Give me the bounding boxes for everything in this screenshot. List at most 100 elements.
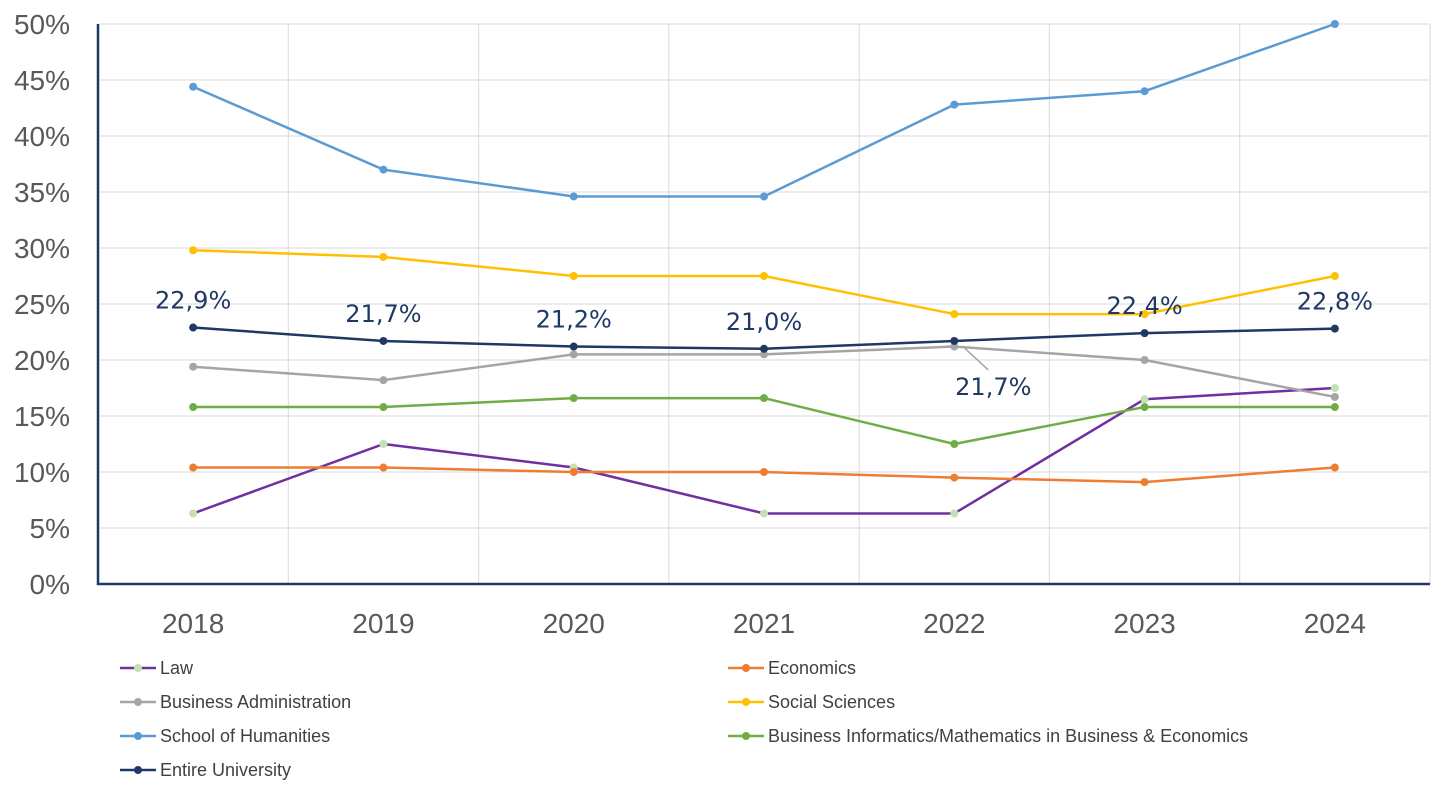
data-point-law — [760, 509, 768, 518]
data-point-economics — [760, 468, 768, 476]
data-point-social-sciences — [760, 272, 768, 280]
data-point-school-of-humanities — [379, 165, 388, 174]
legend-marker — [134, 698, 142, 706]
data-point-law — [1140, 395, 1149, 404]
legend-label: Entire University — [160, 760, 291, 780]
data-point-business-administration — [950, 342, 959, 351]
data-point-business-administration — [569, 350, 578, 359]
data-point-entire-university — [569, 342, 578, 351]
y-tick-label: 50% — [14, 9, 70, 40]
x-tick-label: 2020 — [543, 608, 605, 639]
legend-marker — [134, 664, 142, 672]
data-point-economics — [950, 473, 959, 482]
y-tick-label: 30% — [14, 233, 70, 264]
legend-item-entire-university: Entire University — [120, 760, 291, 780]
data-label: 21,2% — [536, 306, 612, 334]
data-point-social-sciences — [379, 252, 388, 261]
data-label: 22,4% — [1106, 292, 1182, 320]
legend-item-business-administration: Business Administration — [120, 692, 351, 712]
legend-item-school-of-humanities: School of Humanities — [120, 726, 330, 746]
data-label: 22,8% — [1297, 288, 1373, 316]
y-tick-label: 10% — [14, 457, 70, 488]
data-point-entire-university — [1330, 324, 1339, 333]
data-label: 22,9% — [155, 287, 231, 315]
data-point-law — [950, 509, 959, 518]
data-point-school-of-humanities — [189, 82, 198, 91]
data-label: 21,0% — [726, 308, 802, 336]
data-point-business-informatics-mathematics-in-business-economics — [189, 403, 198, 412]
series-group — [189, 20, 1339, 518]
data-point-economics — [569, 468, 578, 476]
data-point-business-informatics-mathematics-in-business-economics — [569, 394, 578, 403]
data-point-business-informatics-mathematics-in-business-economics — [760, 394, 768, 403]
data-point-business-informatics-mathematics-in-business-economics — [1330, 403, 1339, 412]
data-point-school-of-humanities — [760, 192, 768, 201]
x-axis-ticks: 2018 2019 2020 2021 2022 2023 2024 — [162, 608, 1366, 639]
data-point-entire-university — [379, 336, 388, 345]
data-point-school-of-humanities — [950, 100, 959, 109]
data-point-business-informatics-mathematics-in-business-economics — [1140, 403, 1149, 412]
data-labels: 22,9% 21,7% 21,2% 21,0% 21,7% 22,4% 22,8% — [155, 287, 1373, 401]
data-point-social-sciences — [1330, 272, 1339, 280]
y-tick-label: 0% — [30, 569, 70, 600]
data-point-business-administration — [189, 362, 198, 371]
legend-marker — [134, 732, 142, 740]
legend-item-social-sciences: Social Sciences — [728, 692, 895, 712]
data-point-business-administration — [379, 376, 388, 385]
data-point-social-sciences — [569, 272, 578, 280]
legend-marker — [134, 766, 142, 774]
data-point-social-sciences — [1140, 310, 1149, 319]
x-tick-label: 2019 — [352, 608, 414, 639]
grid-lines — [98, 23, 1431, 585]
legend: Law Economics Business Administration Socia… — [120, 658, 1248, 780]
series-line-school-of-humanities — [192, 22, 1336, 198]
legend-marker — [742, 698, 750, 706]
series-line-business-informatics-mathematics-in-business-economics — [193, 396, 1335, 446]
data-point-business-administration — [1330, 392, 1339, 401]
y-tick-label: 15% — [14, 401, 70, 432]
legend-marker — [742, 664, 750, 672]
data-point-business-administration — [760, 350, 768, 359]
data-point-school-of-humanities — [569, 192, 578, 201]
data-label: 21,7% — [345, 300, 421, 328]
data-point-entire-university — [189, 323, 198, 332]
x-tick-label: 2024 — [1304, 608, 1366, 639]
data-point-entire-university — [760, 344, 768, 353]
data-point-law — [1330, 384, 1339, 392]
data-point-law — [379, 440, 388, 448]
data-point-business-informatics-mathematics-in-business-economics — [950, 440, 959, 448]
data-point-economics — [189, 463, 198, 472]
y-tick-label: 20% — [14, 345, 70, 376]
data-label-leader-line — [961, 345, 989, 371]
legend-label: School of Humanities — [160, 726, 330, 746]
y-tick-label: 40% — [14, 121, 70, 152]
data-point-business-informatics-mathematics-in-business-economics — [379, 403, 388, 412]
x-tick-label: 2018 — [162, 608, 224, 639]
y-tick-label: 5% — [30, 513, 70, 544]
y-axis-ticks: 0% 5% 10% 15% 20% 25% 30% 35% 40% 45% 50% — [14, 9, 70, 600]
data-point-economics — [1140, 478, 1149, 487]
data-point-economics — [379, 463, 388, 472]
legend-marker — [742, 732, 750, 740]
data-point-school-of-humanities — [1330, 20, 1339, 28]
data-point-business-administration — [1140, 356, 1149, 364]
axes — [96, 24, 1430, 586]
data-point-school-of-humanities — [1140, 87, 1149, 96]
data-point-social-sciences — [950, 310, 959, 319]
data-label: 21,7% — [955, 373, 1031, 401]
legend-label: Business Informatics/Mathematics in Busi… — [768, 726, 1248, 746]
x-tick-label: 2021 — [733, 608, 795, 639]
y-tick-label: 35% — [14, 177, 70, 208]
legend-label: Business Administration — [160, 692, 351, 712]
x-tick-label: 2022 — [923, 608, 985, 639]
data-point-law — [189, 509, 198, 518]
legend-item-law: Law — [120, 658, 194, 678]
data-point-social-sciences — [189, 246, 198, 255]
legend-item-business-informatics-mathematics-in-business-economics: Business Informatics/Mathematics in Busi… — [728, 726, 1248, 746]
legend-label: Economics — [768, 658, 856, 678]
legend-label: Law — [160, 658, 194, 678]
data-point-entire-university — [1140, 329, 1149, 338]
y-tick-label: 25% — [14, 289, 70, 320]
legend-item-economics: Economics — [728, 658, 856, 678]
